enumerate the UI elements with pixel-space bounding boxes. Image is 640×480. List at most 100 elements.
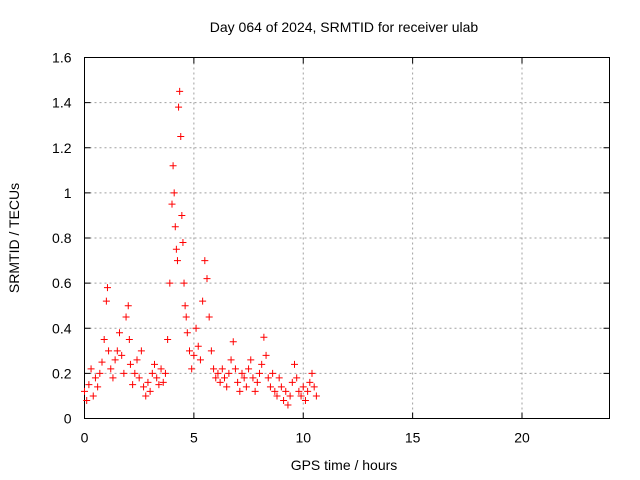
data-point (116, 329, 123, 337)
data-points (81, 87, 320, 409)
data-point (83, 396, 91, 404)
data-point (236, 387, 244, 395)
data-point (183, 329, 191, 337)
data-point (282, 387, 290, 395)
data-point (266, 383, 274, 391)
data-point (210, 365, 218, 373)
data-point (100, 336, 108, 344)
data-point (221, 374, 228, 382)
data-point (182, 313, 190, 321)
x-tick-label: 15 (405, 430, 421, 446)
data-point (199, 297, 207, 305)
data-point (251, 387, 259, 395)
data-point (245, 365, 253, 373)
data-point (96, 369, 104, 377)
data-point (155, 381, 163, 389)
data-point (288, 378, 296, 386)
data-point (129, 381, 137, 389)
y-tick-label: 0.2 (52, 365, 72, 381)
data-point (299, 383, 307, 391)
data-point (118, 351, 126, 359)
data-point (188, 365, 196, 373)
data-point (111, 356, 119, 364)
data-point (247, 356, 255, 364)
data-point (131, 369, 139, 377)
y-tick-label: 1.4 (52, 95, 72, 111)
chart-title: Day 064 of 2024, SRMTID for receiver ula… (210, 19, 479, 35)
data-point (293, 374, 301, 382)
data-point (107, 365, 115, 373)
data-point (177, 132, 185, 140)
data-point (135, 374, 143, 382)
data-point (161, 369, 169, 377)
data-point (140, 383, 148, 391)
data-point (113, 347, 121, 355)
data-point (173, 257, 181, 265)
data-point (212, 374, 220, 382)
y-tick-label: 0.4 (52, 320, 72, 336)
data-point (301, 396, 309, 404)
data-point (166, 279, 174, 287)
data-point (91, 374, 99, 382)
data-point (231, 365, 239, 373)
data-point (280, 396, 288, 404)
y-axis-label: SRMTID / TECUs (6, 183, 22, 293)
data-point (109, 374, 117, 382)
y-tick-label: 1.6 (52, 50, 72, 66)
data-point (94, 383, 102, 391)
data-point (102, 297, 110, 305)
data-point (273, 392, 281, 400)
data-point (181, 302, 189, 310)
y-tick-label: 0 (64, 411, 72, 427)
data-point (218, 365, 226, 373)
data-point (258, 360, 266, 368)
data-point (153, 374, 161, 382)
y-tick-label: 1.2 (52, 140, 72, 156)
data-point (192, 324, 200, 332)
data-point (310, 383, 318, 391)
data-point (275, 374, 283, 382)
data-point (253, 378, 261, 386)
data-point (122, 313, 130, 321)
data-point (238, 369, 246, 377)
data-point (264, 374, 272, 382)
data-point (125, 336, 133, 344)
tick-labels: 0 0.2 0.4 0.6 0.8 1 1.2 1.4 1.6 0 5 10 15 20 (52, 50, 530, 446)
data-point (171, 223, 179, 231)
data-point (180, 279, 188, 287)
data-point (89, 392, 97, 400)
data-point (216, 378, 224, 386)
data-point (203, 275, 211, 283)
data-point (148, 369, 156, 377)
data-point (223, 383, 231, 391)
data-point (304, 387, 312, 395)
data-point (142, 392, 150, 400)
data-point (126, 360, 134, 368)
data-point (284, 401, 292, 409)
data-point (249, 374, 257, 382)
data-point (133, 356, 141, 364)
data-point (207, 347, 215, 355)
y-tick-label: 0.8 (52, 230, 72, 246)
data-point (269, 369, 277, 377)
data-point (168, 200, 176, 208)
data-point (234, 378, 242, 386)
data-point (151, 360, 158, 368)
data-point (308, 369, 316, 377)
data-point (105, 347, 113, 355)
data-point (194, 342, 202, 350)
data-point (157, 365, 165, 373)
data-point (295, 387, 303, 395)
data-point (291, 360, 298, 368)
data-point (297, 392, 305, 400)
data-point (240, 374, 248, 382)
data-point (146, 387, 154, 395)
data-point (175, 103, 183, 111)
data-point (242, 383, 250, 391)
data-point (144, 378, 152, 386)
y-tick-label: 0.6 (52, 275, 72, 291)
y-tick-label: 1 (64, 185, 72, 201)
x-tick-label: 5 (190, 430, 198, 446)
data-point (120, 369, 128, 377)
data-point (201, 257, 209, 265)
